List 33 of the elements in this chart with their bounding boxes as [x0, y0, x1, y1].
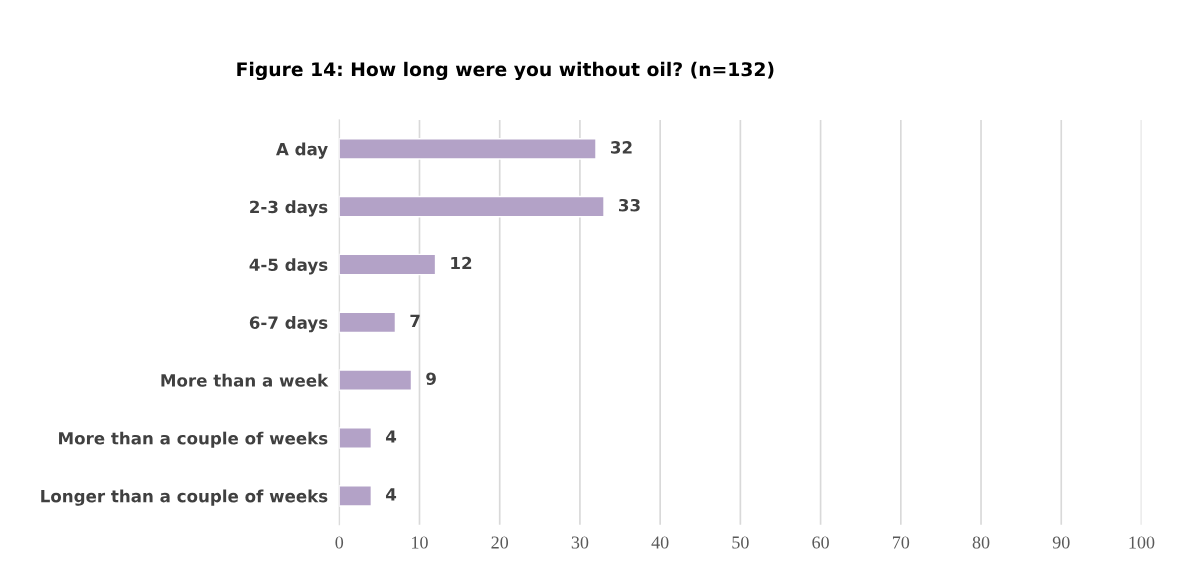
bar	[339, 427, 373, 449]
x-tick-label: 40	[651, 536, 669, 549]
data-label: 4	[385, 488, 397, 501]
bar	[339, 253, 437, 276]
x-tick-label: 70	[892, 536, 910, 549]
data-label: 9	[426, 372, 436, 385]
bar	[339, 138, 597, 160]
x-tick-label: 10	[412, 536, 428, 549]
y-tick-label: Longer than a couple of weeks	[41, 489, 328, 506]
bar	[339, 195, 605, 218]
x-tick-label: 60	[812, 536, 829, 549]
x-tick-label: 90	[1052, 536, 1070, 549]
y-tick-label: More than a couple of weeks	[59, 431, 328, 448]
y-tick-label: More than a week	[161, 373, 329, 387]
data-label: 7	[410, 314, 420, 327]
bar	[339, 369, 413, 391]
x-tick-label: 50	[732, 536, 749, 549]
x-tick-label: 80	[972, 536, 990, 549]
x-tick-label: 30	[571, 536, 589, 549]
data-label: 4	[385, 430, 397, 443]
data-label: 12	[451, 256, 472, 270]
x-tick-label: 20	[491, 536, 509, 549]
x-tick-label: 100	[1129, 536, 1155, 549]
y-tick-label: 2-3 days	[250, 200, 328, 217]
y-tick-label: A day	[276, 142, 328, 159]
data-label: 33	[619, 198, 640, 212]
y-tick-label: 4-5 days	[249, 258, 328, 275]
data-label: 32	[610, 141, 632, 154]
bar	[339, 485, 373, 507]
y-tick-label: 6-7 days	[249, 316, 328, 333]
bar	[339, 311, 397, 334]
chart-title: Figure 14: How long were you without oil? (n=132)	[237, 61, 774, 81]
x-tick-label: 0	[335, 536, 344, 549]
